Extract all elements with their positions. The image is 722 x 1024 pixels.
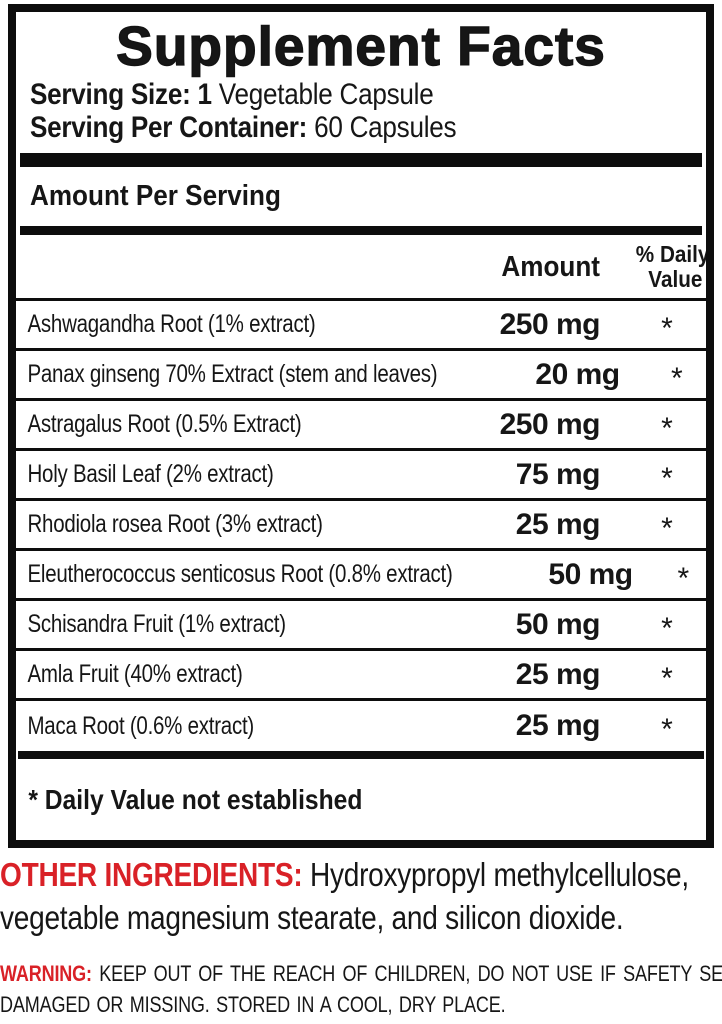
ingredient-daily-value: * [661,661,673,695]
other-ingredients-paragraph: OTHER INGREDIENTS: Hydroxypropyl methylc… [0,853,722,939]
ingredient-daily-value: * [661,411,673,445]
serving-size-line: Serving Size: 1 Vegetable Capsule [30,78,618,111]
ingredient-name: Ashwagandha Root (1% extract) [27,310,316,338]
table-row: Ashwagandha Root (1% extract) 250 mg * [16,301,706,351]
serving-info: Serving Size: 1 Vegetable Capsule Servin… [30,78,706,144]
warning-paragraph: WARNING: KEEP OUT OF THE REACH OF CHILDR… [0,958,722,1020]
ingredient-daily-value: * [670,361,683,395]
warning-line1: WARNING: KEEP OUT OF THE REACH OF CHILDR… [0,958,722,989]
ingredient-amount: 250 mg [499,407,601,441]
ingredient-amount: 250 mg [499,307,601,341]
footnote-area: * Daily Value not established [16,759,706,840]
daily-value-footnote: * Daily Value not established [28,783,363,815]
other-ingredients-text1: Hydroxypropyl methylcellulose, [309,856,689,893]
ingredient-amount: 50 mg [515,607,601,641]
other-ingredients-line2: vegetable magnesium stearate, and silico… [0,899,624,936]
ingredient-daily-value: * [661,311,673,345]
ingredient-amount: 20 mg [535,357,620,391]
daily-value-header-line2: Value [648,266,703,292]
daily-value-column-header: % Daily Value [636,242,706,292]
thick-divider-bottom [18,751,704,759]
table-row: Rhodiola rosea Root (3% extract) 25 mg * [16,501,706,551]
ingredient-amount: 25 mg [515,507,601,541]
servings-per-container-label: Serving Per Container: [30,111,308,144]
table-row: Maca Root (0.6% extract) 25 mg * [16,701,706,751]
servings-per-container-line: Serving Per Container: 60 Capsules [30,111,618,144]
ingredient-amount: 25 mg [515,709,601,742]
column-header-row: Amount % Daily Value [16,235,706,298]
ingredient-daily-value: * [677,561,690,595]
serving-size-value: Vegetable Capsule [218,78,434,111]
ingredient-daily-value: * [661,611,673,645]
ingredient-name: Eleutherococcus senticosus Root (0.8% ex… [27,560,453,588]
thick-divider-middle [20,226,702,235]
ingredient-amount: 50 mg [548,557,633,591]
table-row: Eleutherococcus senticosus Root (0.8% ex… [16,551,706,601]
amount-column-header: Amount [501,250,600,283]
table-row: Holy Basil Leaf (2% extract) 75 mg * [16,451,706,501]
ingredient-amount: 75 mg [515,457,601,491]
other-ingredients-label: OTHER INGREDIENTS: [0,856,303,893]
ingredient-name: Panax ginseng 70% Extract (stem and leav… [27,360,438,388]
supplement-facts-panel: Supplement Facts Serving Size: 1 Vegetab… [8,4,714,848]
ingredient-name: Rhodiola rosea Root (3% extract) [27,510,323,538]
serving-size-label: Serving Size: 1 [30,78,212,111]
ingredient-amount: 25 mg [515,657,601,691]
daily-value-header-line1: % Daily [635,241,710,267]
ingredient-daily-value: * [661,461,673,495]
table-row: Schisandra Fruit (1% extract) 50 mg * [16,601,706,651]
servings-per-container-value: 60 Capsules [314,111,457,144]
warning-text1: KEEP OUT OF THE REACH OF CHILDREN, DO NO… [99,961,722,986]
panel-title: Supplement Facts [115,15,606,77]
ingredient-daily-value: * [661,713,673,746]
warning-label: WARNING: [0,961,92,986]
thick-divider-top [20,153,702,167]
warning-line2: DAMAGED OR MISSING. STORED IN A COOL, DR… [0,992,506,1017]
table-row: Panax ginseng 70% Extract (stem and leav… [16,351,706,401]
table-row: Amla Fruit (40% extract) 25 mg * [16,651,706,701]
amount-per-serving-heading: Amount Per Serving [30,180,281,212]
ingredient-daily-value: * [661,511,673,545]
ingredient-name: Holy Basil Leaf (2% extract) [27,460,274,488]
ingredient-name: Maca Root (0.6% extract) [27,711,255,740]
ingredient-name: Schisandra Fruit (1% extract) [27,610,286,638]
ingredient-name: Astragalus Root (0.5% Extract) [27,410,302,438]
other-ingredients-line1: OTHER INGREDIENTS: Hydroxypropyl methylc… [0,853,722,896]
table-row: Astragalus Root (0.5% Extract) 250 mg * [16,401,706,451]
ingredient-name: Amla Fruit (40% extract) [27,660,243,688]
ingredient-table: Ashwagandha Root (1% extract) 250 mg * P… [16,298,706,751]
